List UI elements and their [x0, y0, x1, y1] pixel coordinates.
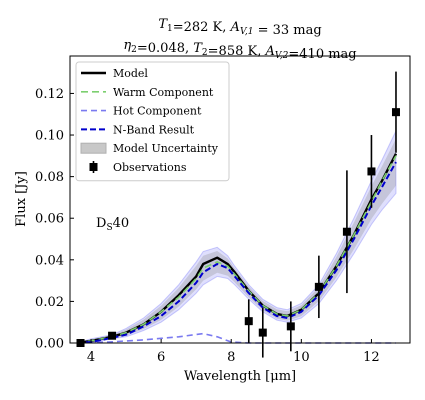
observation-point: [245, 299, 253, 343]
source-annotation: DS40: [96, 216, 129, 233]
observation-marker: [287, 322, 295, 330]
observation-marker: [108, 332, 116, 340]
observation-point: [259, 308, 267, 358]
observation-marker: [315, 283, 323, 291]
x-tick-label: 6: [157, 350, 165, 365]
y-tick-label: 0.08: [35, 170, 64, 185]
legend-label: N-Band Result: [113, 123, 195, 136]
y-tick-label: 0.12: [35, 87, 64, 102]
observation-marker: [343, 228, 351, 236]
observation-point: [108, 332, 116, 340]
chart-title-line-2: η2=0.048, T2=858 K, AV,2=410 mag: [123, 38, 356, 62]
x-tick-label: 4: [87, 350, 95, 365]
observation-marker: [392, 108, 400, 116]
x-tick-label: 10: [293, 350, 310, 365]
legend-label: Model: [113, 67, 148, 80]
y-axis-label: Flux [Jy]: [14, 171, 29, 227]
x-tick-label: 8: [227, 350, 235, 365]
observation-point: [343, 170, 351, 293]
chart-title-line-1: T1=282 K, AV,1 = 33 mag: [158, 17, 321, 38]
x-axis-label: Wavelength [μm]: [184, 369, 296, 384]
y-tick-label: 0.04: [35, 253, 64, 268]
legend-label: Observations: [113, 161, 187, 174]
observation-point: [315, 256, 323, 318]
y-axis: 0.00 0.02 0.04 0.06 0.08 0.10 0.12: [35, 87, 74, 352]
observation-marker: [259, 329, 267, 337]
y-tick-label: 0.02: [35, 295, 64, 310]
legend-swatch-uncertainty: [81, 143, 106, 153]
legend-label: Model Uncertainty: [113, 142, 219, 155]
y-tick-label: 0.10: [35, 129, 64, 144]
x-tick-label: 12: [363, 350, 380, 365]
legend-label: Warm Component: [113, 86, 214, 99]
legend: Model Warm Component Hot Component N-Band R…: [76, 62, 229, 181]
legend-label: Hot Component: [113, 105, 202, 118]
legend-swatch-obs-marker: [90, 163, 98, 171]
legend-item: Model Uncertainty: [81, 142, 219, 155]
observation-marker: [367, 167, 375, 175]
y-tick-label: 0.00: [35, 337, 64, 352]
observation-marker: [245, 317, 253, 325]
y-tick-label: 0.06: [35, 212, 64, 227]
